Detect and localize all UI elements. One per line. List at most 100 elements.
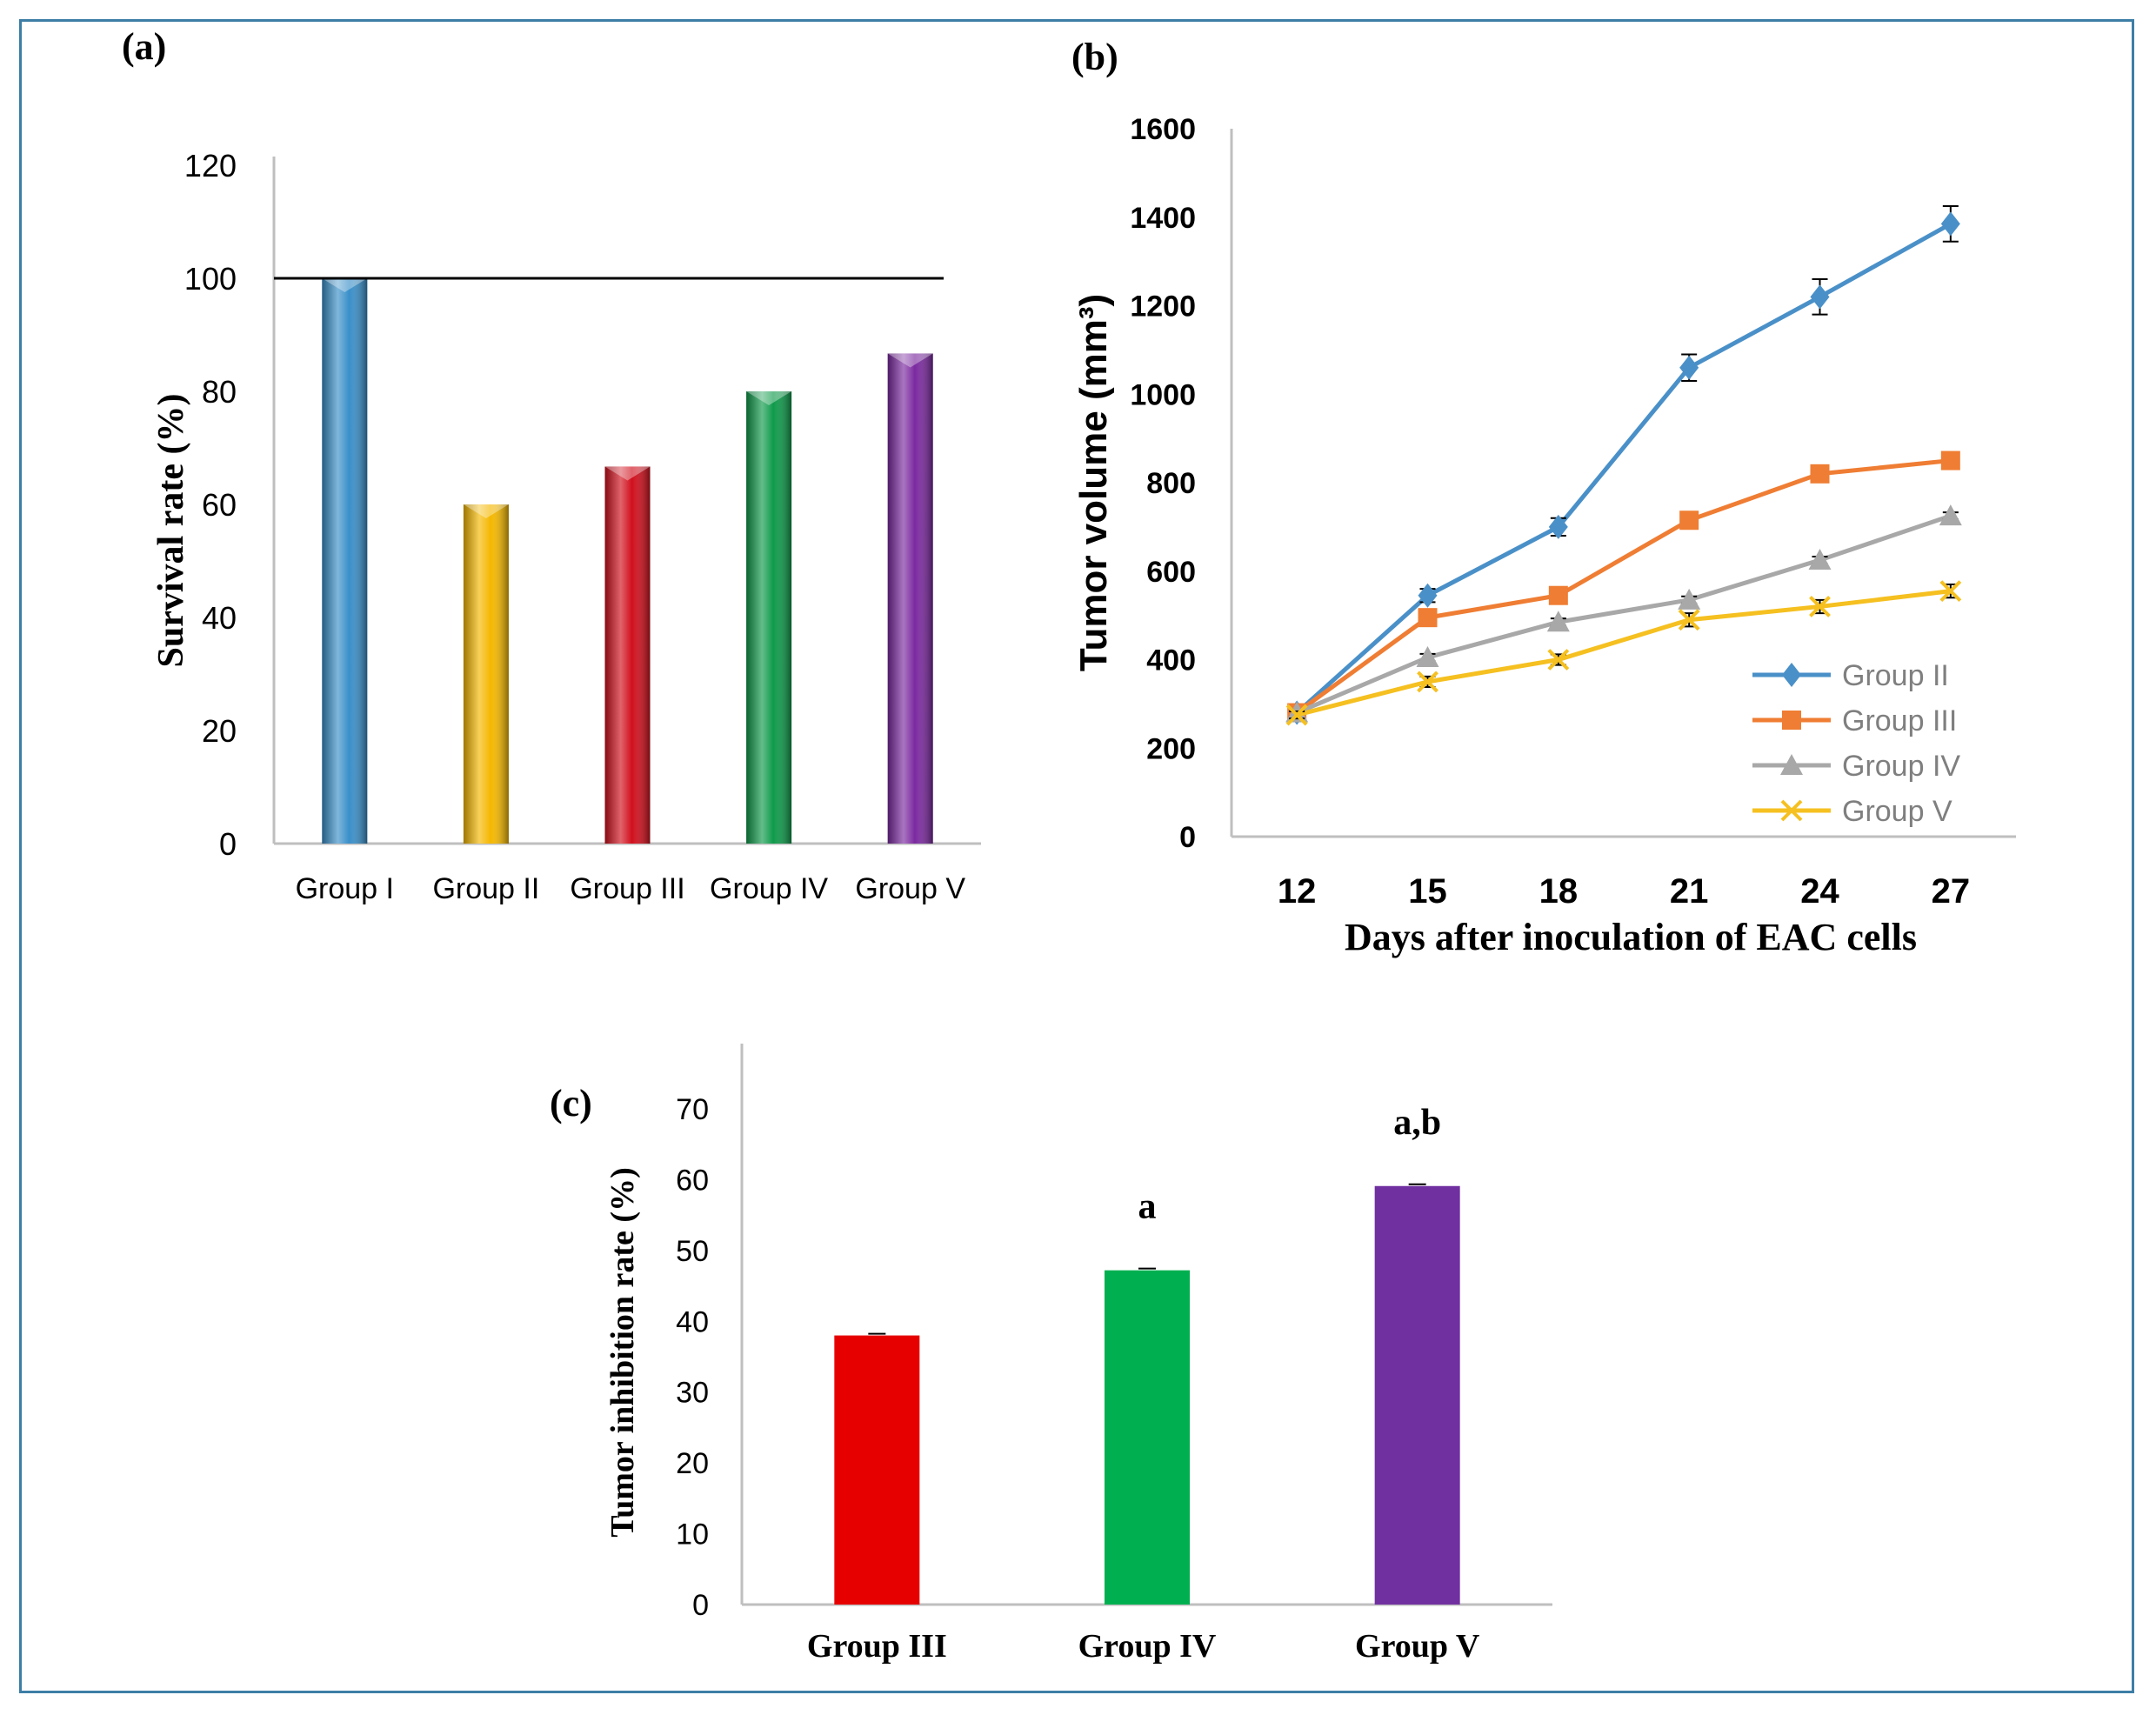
- panel-c-y-axis-label: Tumor inhibition rate (%): [604, 1167, 641, 1537]
- panel-a-y-axis-label: Survival rate (%): [151, 394, 191, 668]
- panel-b-data-point: [1548, 585, 1568, 605]
- panel-c-significance-label: a: [1138, 1187, 1157, 1227]
- panel-c-y-tick: 50: [676, 1235, 709, 1268]
- panel-b-data-point: [1548, 514, 1568, 539]
- panel-b-series-line: [1285, 504, 1962, 723]
- panel-c-x-tick: Group III: [807, 1628, 947, 1665]
- panel-a-y-tick: 60: [202, 487, 237, 523]
- panel-b-legend-item: Group II: [1752, 659, 1949, 692]
- panel-a-bar: [604, 466, 651, 844]
- panel-a-y-tick: 100: [184, 261, 237, 297]
- panel-c-bars: a a,b: [834, 1103, 1460, 1605]
- panel-a-x-tick: Group V: [855, 872, 965, 905]
- panel-b-data-point: [1679, 355, 1699, 380]
- panel-a-bar: [322, 278, 368, 844]
- panel-b-data-point: [1417, 671, 1438, 693]
- panel-b-data-point: [1809, 596, 1831, 617]
- panel-a-y-tick: 40: [202, 600, 237, 636]
- panel-b-x-axis-label: Days after inoculation of EAC cells: [1345, 916, 1917, 958]
- panel-a-bars: [322, 278, 933, 844]
- panel-b-y-tick: 400: [1146, 644, 1196, 677]
- panel-b-y-tick: 0: [1179, 821, 1196, 854]
- panel-c-label: (c): [550, 1082, 592, 1124]
- panel-b-legend-item: Group V: [1752, 795, 1952, 828]
- panel-a-y-tick: 80: [202, 374, 237, 410]
- panel-b-x-tick: 18: [1539, 872, 1579, 911]
- panel-b-data-point: [1678, 588, 1701, 610]
- panel-b-y-tick: 1600: [1130, 113, 1196, 146]
- panel-b-y-tick: 600: [1146, 556, 1196, 589]
- panel-b-x-tick-labels: 12 15 18 21 24 27: [1278, 872, 1970, 911]
- panel-c-bar: a,b: [1374, 1103, 1460, 1605]
- panel-a-x-tick: Group II: [432, 872, 539, 905]
- panel-b-legend-item: Group III: [1752, 704, 1957, 737]
- panel-b-y-tick: 200: [1146, 732, 1196, 765]
- panel-a-x-tick-labels: Group I Group II Group III Group IV Group V: [296, 872, 966, 905]
- panel-b-x-tick: 24: [1800, 872, 1839, 911]
- panel-a-y-tick: 0: [219, 826, 237, 862]
- panel-a-x-tick: Group IV: [710, 872, 828, 905]
- panel-b-series-line: [1285, 580, 1962, 726]
- panel-b-y-tick: 800: [1146, 467, 1196, 500]
- panel-b-data-point: [1940, 211, 1960, 237]
- panel-b-x-tick: 15: [1408, 872, 1447, 911]
- panel-a-x-tick: Group I: [296, 872, 394, 905]
- panel-b-series: [1285, 205, 1962, 726]
- panel-c-bar: a: [1105, 1187, 1190, 1605]
- panel-c-x-tick: Group V: [1355, 1628, 1480, 1665]
- panel-b-data-point: [1678, 609, 1700, 631]
- panel-b-data-point: [1939, 580, 1962, 603]
- panel-c-y-tick: 0: [692, 1589, 709, 1622]
- panel-b-legend-label: Group IV: [1842, 750, 1960, 783]
- panel-b-data-point: [1285, 704, 1308, 726]
- panel-c-y-tick: 30: [676, 1377, 709, 1410]
- panel-b-y-axis-label: Tumor volume (mm³): [1072, 294, 1115, 671]
- panel-a-x-tick: Group III: [570, 872, 684, 905]
- panel-a-y-tick-labels: 0 20 40 60 80 100 120: [184, 148, 237, 862]
- panel-b-data-point: [1546, 611, 1570, 632]
- panel-b-y-tick: 1200: [1130, 290, 1196, 324]
- panel-b-x-tick: 27: [1932, 872, 1971, 911]
- panel-c-y-tick-labels: 0 10 20 30 40 50 60 70: [676, 1093, 709, 1622]
- panel-b-data-point: [1679, 510, 1699, 531]
- panel-c-y-tick: 60: [676, 1164, 709, 1197]
- panel-a-bar: [887, 353, 933, 844]
- panel-b-y-tick-labels: 0 200 400 600 800 1000 1200 1400 1600: [1130, 113, 1196, 854]
- panel-a-bar: [746, 391, 792, 844]
- panel-b-data-point: [1940, 450, 1960, 470]
- panel-b-label: (b): [1071, 36, 1118, 78]
- panel-b-y-tick: 1400: [1130, 202, 1196, 235]
- panel-b-legend: Group II Group III Group IV Group V: [1752, 659, 1960, 828]
- panel-b-data-point: [1416, 645, 1439, 667]
- panel-b-data-point: [1939, 504, 1962, 526]
- panel-b-x-tick: 12: [1278, 872, 1317, 911]
- panel-b-data-point: [1418, 583, 1438, 608]
- panel-b-legend-item: Group IV: [1752, 750, 1960, 783]
- panel-c-y-tick: 40: [676, 1305, 709, 1338]
- panel-c-bar: [834, 1332, 920, 1605]
- panel-b-data-point: [1547, 649, 1570, 671]
- panel-c-x-tick-labels: Group III Group IV Group V: [807, 1628, 1480, 1665]
- panel-a-bar: [463, 504, 509, 844]
- panel-b-y-tick: 1000: [1130, 378, 1196, 411]
- panel-b-data-point: [1418, 608, 1438, 628]
- panel-c-y-tick: 10: [676, 1518, 709, 1552]
- panel-c-x-tick: Group IV: [1078, 1628, 1217, 1665]
- panel-b-legend-label: Group V: [1842, 795, 1952, 828]
- panel-b-legend-label: Group II: [1842, 659, 1949, 692]
- panel-b-x-tick: 21: [1670, 872, 1709, 911]
- panel-a-y-tick: 20: [202, 713, 237, 749]
- panel-a-y-tick: 120: [184, 148, 237, 184]
- panel-a-label: (a): [122, 25, 166, 68]
- panel-b-legend-label: Group III: [1842, 704, 1957, 737]
- figure-frame: [19, 19, 2134, 1693]
- panel-b-tumor-volume-chart: (b) 0 200 400 600 800 1000 1200 1400 1600 12 15 18…: [1071, 36, 2016, 958]
- panel-b-data-point: [1810, 284, 1830, 310]
- panel-b-data-point: [1810, 464, 1830, 484]
- panel-c-significance-label: a,b: [1393, 1103, 1441, 1143]
- panel-c-y-tick: 70: [676, 1093, 709, 1126]
- panel-c-y-tick: 20: [676, 1447, 709, 1480]
